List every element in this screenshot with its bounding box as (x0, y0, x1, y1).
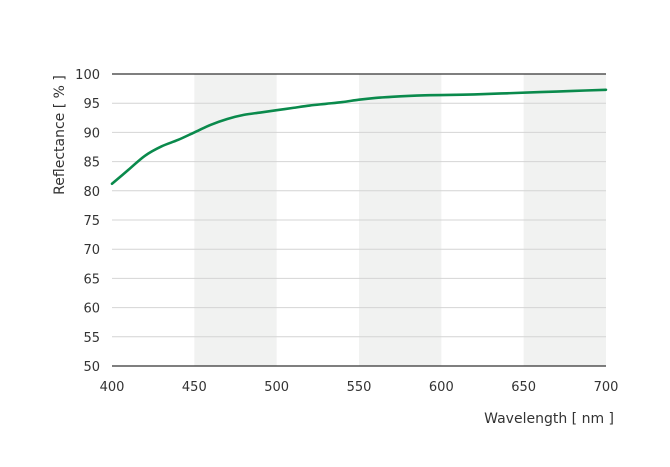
x-tick-label: 450 (182, 380, 207, 395)
y-tick-label: 50 (83, 360, 100, 375)
y-tick-labels: 50 55 60 65 70 75 80 85 90 95 100 (75, 68, 100, 375)
x-tick-label: 500 (264, 380, 289, 395)
x-axis-title: Wavelength [ nm ] (484, 411, 614, 427)
y-tick-label: 75 (83, 214, 100, 229)
x-tick-label: 550 (347, 380, 372, 395)
x-tick-labels: 400 450 500 550 600 650 700 (100, 380, 619, 395)
y-tick-label: 60 (83, 302, 100, 317)
x-tick-label: 600 (429, 380, 454, 395)
y-axis-title: Reflectance [ % ] (52, 75, 68, 195)
y-tick-label: 85 (83, 156, 100, 171)
x-tick-label: 400 (100, 380, 125, 395)
y-tick-label: 55 (83, 331, 100, 346)
y-tick-label: 100 (75, 68, 100, 83)
y-tick-label: 80 (83, 185, 100, 200)
gridlines (112, 73, 606, 367)
x-tick-label: 650 (511, 380, 536, 395)
y-tick-label: 70 (83, 243, 100, 258)
x-tick-label: 700 (594, 380, 619, 395)
y-tick-label: 95 (83, 97, 100, 112)
y-tick-label: 90 (83, 126, 100, 141)
series-line-0 (110, 88, 608, 186)
y-tick-label: 65 (83, 272, 100, 287)
series-group (110, 88, 608, 186)
